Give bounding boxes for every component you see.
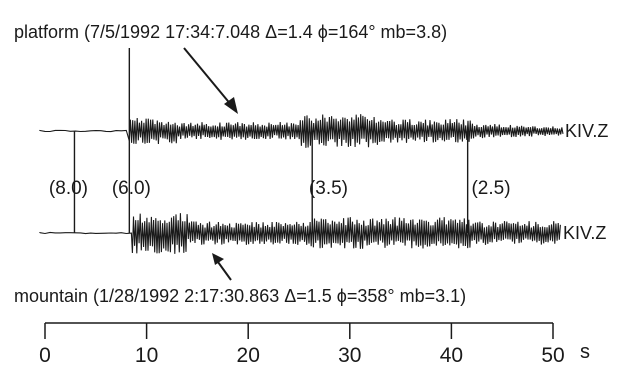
time-axis-tick-label: 40 xyxy=(440,344,463,367)
mountain-station-label: KIV.Z xyxy=(563,223,606,243)
phase-marker-label: (3.5) xyxy=(309,178,348,199)
platform-caption: platform (7/5/1992 17:34:7.048 Δ=1.4 ϕ=1… xyxy=(14,22,447,42)
mountain-arrow xyxy=(212,253,232,281)
phase-marker-label: (6.0) xyxy=(112,178,151,199)
time-axis-tick-label: 20 xyxy=(237,344,260,367)
platform-waveform xyxy=(39,114,564,148)
time-axis-tick-label: 0 xyxy=(39,344,51,367)
phase-marker-label: (8.0) xyxy=(49,178,88,199)
mountain-caption: mountain (1/28/1992 2:17:30.863 Δ=1.5 ϕ=… xyxy=(14,286,466,306)
time-axis-unit: s xyxy=(580,341,590,363)
time-axis-tick-label: 10 xyxy=(135,344,158,367)
time-axis-ticks: 0 10 20 30 40 50 xyxy=(39,323,565,367)
platform-arrow xyxy=(183,47,238,114)
mountain-waveform xyxy=(39,213,561,254)
platform-station-label: KIV.Z xyxy=(565,121,608,141)
time-axis: 0 10 20 30 40 50 s xyxy=(39,322,590,367)
phase-markers: (8.0) (6.0) (3.5) (2.5) xyxy=(49,48,511,233)
phase-marker-label: (2.5) xyxy=(471,178,510,199)
time-axis-tick-label: 30 xyxy=(338,344,361,367)
time-axis-tick-label: 50 xyxy=(541,344,564,367)
